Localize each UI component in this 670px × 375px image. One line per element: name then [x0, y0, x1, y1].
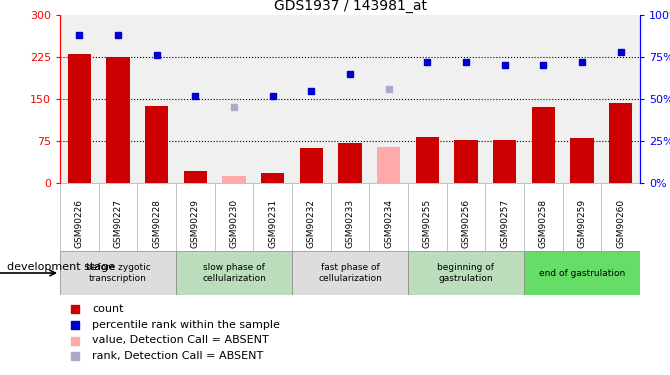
Bar — [184, 171, 207, 183]
Text: before zygotic
transcription: before zygotic transcription — [86, 263, 150, 283]
Text: GSM90258: GSM90258 — [539, 198, 548, 248]
Bar — [338, 142, 362, 183]
Text: GSM90256: GSM90256 — [462, 198, 470, 248]
Bar — [493, 141, 517, 183]
Text: GSM90232: GSM90232 — [307, 199, 316, 248]
Bar — [408, 251, 524, 295]
Bar — [176, 251, 292, 295]
Text: count: count — [92, 304, 123, 314]
Text: GSM90231: GSM90231 — [268, 198, 277, 248]
Text: GSM90229: GSM90229 — [191, 199, 200, 248]
Text: GSM90259: GSM90259 — [578, 198, 586, 248]
Bar — [261, 173, 284, 183]
Text: fast phase of
cellularization: fast phase of cellularization — [318, 263, 382, 283]
Text: GSM90227: GSM90227 — [113, 199, 123, 248]
Bar — [292, 251, 408, 295]
Bar — [609, 103, 632, 183]
Text: value, Detection Call = ABSENT: value, Detection Call = ABSENT — [92, 336, 269, 345]
Text: rank, Detection Call = ABSENT: rank, Detection Call = ABSENT — [92, 351, 263, 361]
Text: development stage: development stage — [7, 262, 115, 272]
Text: GSM90234: GSM90234 — [384, 199, 393, 248]
Bar — [524, 251, 640, 295]
Bar — [145, 106, 168, 183]
Bar — [107, 57, 129, 183]
Bar — [415, 137, 439, 183]
Bar — [222, 176, 246, 183]
Text: GSM90257: GSM90257 — [500, 198, 509, 248]
Text: slow phase of
cellularization: slow phase of cellularization — [202, 263, 266, 283]
Text: end of gastrulation: end of gastrulation — [539, 268, 625, 278]
Bar — [532, 107, 555, 183]
Bar — [68, 54, 91, 183]
Text: GSM90228: GSM90228 — [152, 199, 161, 248]
Text: GSM90230: GSM90230 — [230, 198, 239, 248]
Bar — [299, 148, 323, 183]
Text: percentile rank within the sample: percentile rank within the sample — [92, 320, 280, 330]
Text: beginning of
gastrulation: beginning of gastrulation — [438, 263, 494, 283]
Bar — [377, 147, 400, 183]
Bar — [454, 141, 478, 183]
Title: GDS1937 / 143981_at: GDS1937 / 143981_at — [273, 0, 427, 13]
Text: GSM90255: GSM90255 — [423, 198, 432, 248]
Text: GSM90226: GSM90226 — [75, 199, 84, 248]
Text: GSM90260: GSM90260 — [616, 198, 625, 248]
Text: GSM90233: GSM90233 — [346, 198, 354, 248]
Bar — [570, 138, 594, 183]
Bar — [60, 251, 176, 295]
